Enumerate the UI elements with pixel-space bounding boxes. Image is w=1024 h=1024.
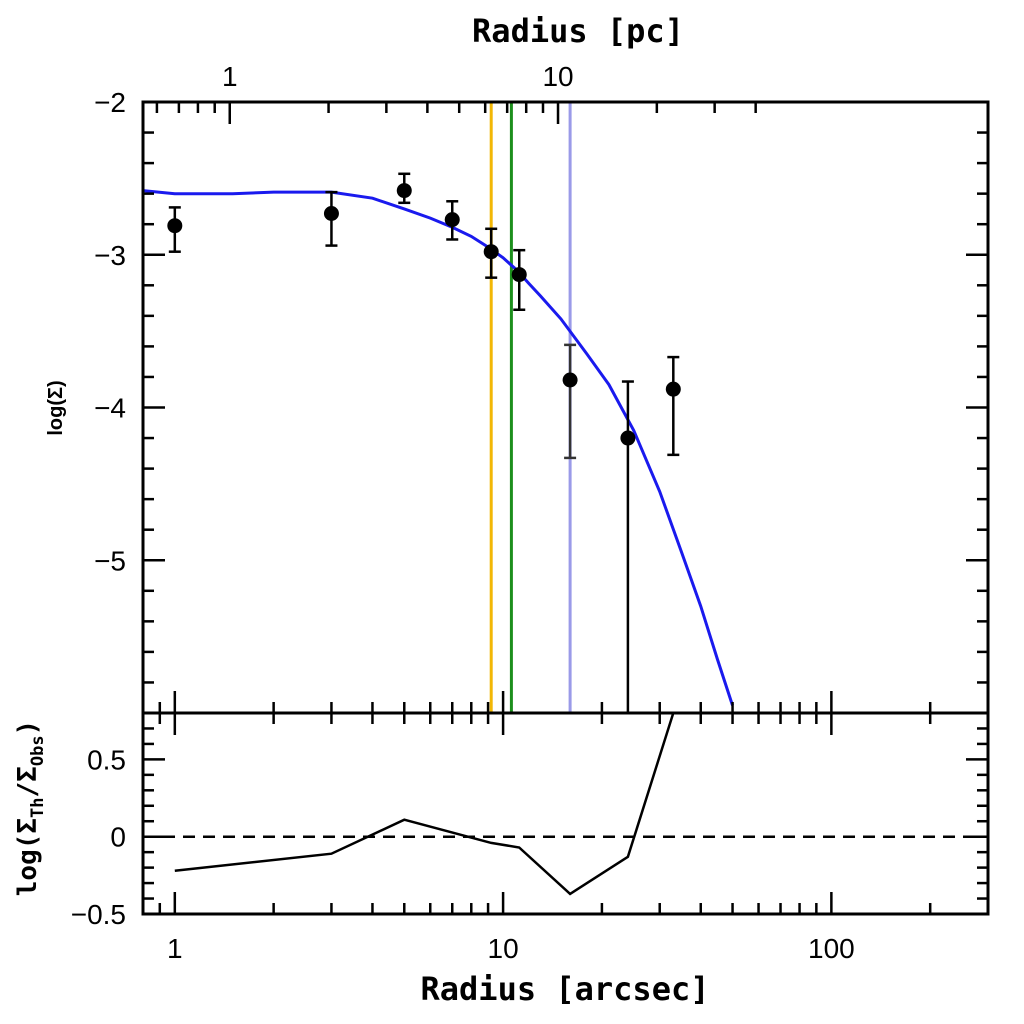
top-axis-title: Radius [pc] xyxy=(472,12,684,50)
main-y-tick-label-3: −5 xyxy=(94,545,126,576)
x-tick-label-1: 10 xyxy=(488,933,519,964)
ticks-layer xyxy=(141,100,990,916)
data-point-3 xyxy=(396,183,412,199)
data-point-5 xyxy=(483,244,499,260)
residual-label-mid: /Σ xyxy=(13,766,43,797)
residual-label-sub-obs: Obs xyxy=(28,735,48,766)
main-y-axis-label: log(Σ) xyxy=(45,380,67,435)
residual-layer xyxy=(143,712,988,896)
data-point-7 xyxy=(562,372,578,388)
residual-label-sub-th: Th xyxy=(28,797,48,817)
residual-y-tick-label-1: 0 xyxy=(110,822,126,853)
model-curve xyxy=(142,189,734,706)
data-point-1 xyxy=(167,218,183,234)
tick-labels-layer: 1 10 1 10 100 −2 −3 −4 −5 0.5 0 −0.5 xyxy=(71,61,855,964)
residual-label-open: log(Σ xyxy=(13,818,43,896)
residual-y-tick-label-2: −0.5 xyxy=(71,899,126,930)
residual-y-tick-label-0: 0.5 xyxy=(87,744,126,775)
residual-label-close: ) xyxy=(13,720,43,736)
residual-panel-frame xyxy=(141,711,990,916)
residual-curve xyxy=(174,712,675,896)
main-y-tick-label-2: −4 xyxy=(94,393,126,424)
residual-y-axis-label: log(ΣTh/ΣObs) xyxy=(13,720,48,896)
top-tick-label-0: 1 xyxy=(222,61,238,92)
data-point-2 xyxy=(323,206,339,222)
data-point-8 xyxy=(620,430,636,446)
vertical-lines-layer xyxy=(489,102,572,713)
data-point-4 xyxy=(444,212,460,228)
data-point-9 xyxy=(665,381,681,397)
data-points-layer xyxy=(167,172,681,713)
x-axis-title: Radius [arcsec] xyxy=(421,970,710,1008)
x-tick-label-2: 100 xyxy=(808,933,855,964)
data-point-6 xyxy=(511,267,527,283)
main-y-tick-label-0: −2 xyxy=(94,87,126,118)
main-y-tick-label-1: −3 xyxy=(94,240,126,271)
top-tick-label-1: 10 xyxy=(542,61,573,92)
x-tick-label-0: 1 xyxy=(167,933,183,964)
model-layer xyxy=(142,189,734,706)
